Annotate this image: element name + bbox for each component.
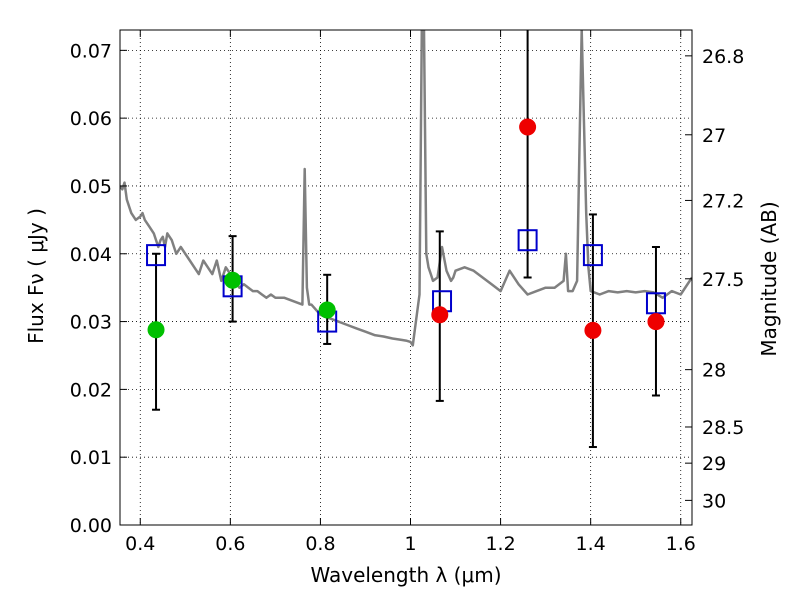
- x-tick-label: 1.6: [666, 533, 696, 555]
- y2-tick-label: 27: [702, 125, 726, 147]
- y-tick-label: 0.01: [70, 447, 112, 469]
- y-tick-label: 0.03: [70, 312, 112, 334]
- grid-lines: [120, 30, 692, 526]
- x-tick-label: 1.4: [576, 533, 606, 555]
- y2-tick-label: 26.8: [702, 46, 744, 68]
- nondetection-point: [647, 313, 665, 331]
- y-tick-label: 0.00: [70, 515, 112, 537]
- y-tick-label: 0.07: [70, 40, 112, 62]
- x-tick-label: 0.8: [305, 533, 335, 555]
- nondetection-point: [519, 118, 537, 136]
- detection-point: [224, 271, 242, 289]
- y2-tick-label: 30: [702, 490, 726, 512]
- y2-tick-label: 27.5: [702, 269, 744, 291]
- y-tick-label: 0.04: [70, 244, 112, 266]
- model-box: [582, 244, 603, 267]
- y-tick-label: 0.06: [70, 108, 112, 130]
- data-points: [147, 118, 665, 339]
- detection-point: [147, 321, 165, 339]
- x-tick-label: 0.4: [125, 533, 155, 555]
- x-tick-label: 1.2: [485, 533, 515, 555]
- model-box: [146, 244, 167, 267]
- x-tick-label: 0.6: [215, 533, 245, 555]
- y2-tick-label: 27.2: [702, 190, 744, 212]
- x-axis-label: Wavelength λ (μm): [310, 563, 501, 587]
- y-tick-label: 0.05: [70, 176, 112, 198]
- spectrum-line: [120, 30, 692, 347]
- nondetection-point: [584, 321, 602, 339]
- y-tick-label: 0.02: [70, 379, 112, 401]
- axis-ticks: 0.4 0.6 0.8 1 1.2 1.4 1.6 0.00 0.01 0.02 0.03 0.04 0…: [70, 30, 744, 555]
- nondetection-point: [431, 306, 449, 324]
- model-box: [517, 229, 538, 252]
- detection-point: [318, 301, 336, 319]
- y-axis-label: Flux Fν ( μJy ): [24, 208, 48, 344]
- y2-tick-label: 29: [702, 453, 726, 475]
- plot-frame: [119, 29, 693, 526]
- y2-axis-label: Magnitude (AB): [757, 201, 781, 356]
- spectrum-series: [120, 30, 692, 347]
- y2-tick-label: 28.5: [702, 417, 744, 439]
- x-tick-label: 1: [404, 533, 416, 555]
- y2-tick-label: 28: [702, 360, 726, 382]
